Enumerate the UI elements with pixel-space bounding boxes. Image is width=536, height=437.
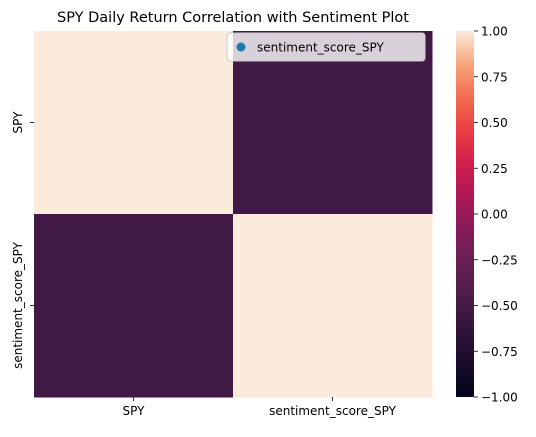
colorbar-tick-label: −0.50 xyxy=(481,299,518,313)
heatmap-cell-0-1 xyxy=(233,31,433,215)
y-axis: SPY sentiment_score_SPY xyxy=(11,111,34,369)
x-axis: SPY sentiment_score_SPY xyxy=(123,397,397,418)
colorbar-tick-label: 0.50 xyxy=(481,116,508,130)
x-tick-label: SPY xyxy=(123,404,146,418)
heatmap-cell-1-1 xyxy=(233,214,433,398)
colorbar-tick-label: −1.00 xyxy=(481,391,518,405)
colorbar-gradient xyxy=(456,31,474,397)
y-tick-label: SPY xyxy=(11,111,25,134)
colorbar-tick-label: −0.75 xyxy=(481,345,518,359)
colorbar-tick-label: 0.25 xyxy=(481,162,508,176)
legend-box xyxy=(226,32,426,62)
colorbar: 1.00 0.75 0.50 0.25 0.00 −0.25 −0.50 −0.75 −1.00 xyxy=(456,25,518,405)
colorbar-tick-label: 1.00 xyxy=(481,25,508,39)
y-tick-label: sentiment_score_SPY xyxy=(11,241,25,368)
x-tick-label: sentiment_score_SPY xyxy=(269,404,396,418)
colorbar-tick-label: −0.25 xyxy=(481,253,518,267)
legend: sentiment_score_SPY xyxy=(226,32,426,62)
legend-label: sentiment_score_SPY xyxy=(257,41,384,55)
heatmap-cell-1-0 xyxy=(34,214,234,398)
heatmap-cell-0-0 xyxy=(34,31,234,215)
colorbar-tick-label: 0.00 xyxy=(481,208,508,222)
colorbar-tick-label: 0.75 xyxy=(481,70,508,84)
legend-marker xyxy=(236,42,246,52)
chart-title: SPY Daily Return Correlation with Sentim… xyxy=(57,10,409,26)
heatmap-cells xyxy=(34,31,433,398)
